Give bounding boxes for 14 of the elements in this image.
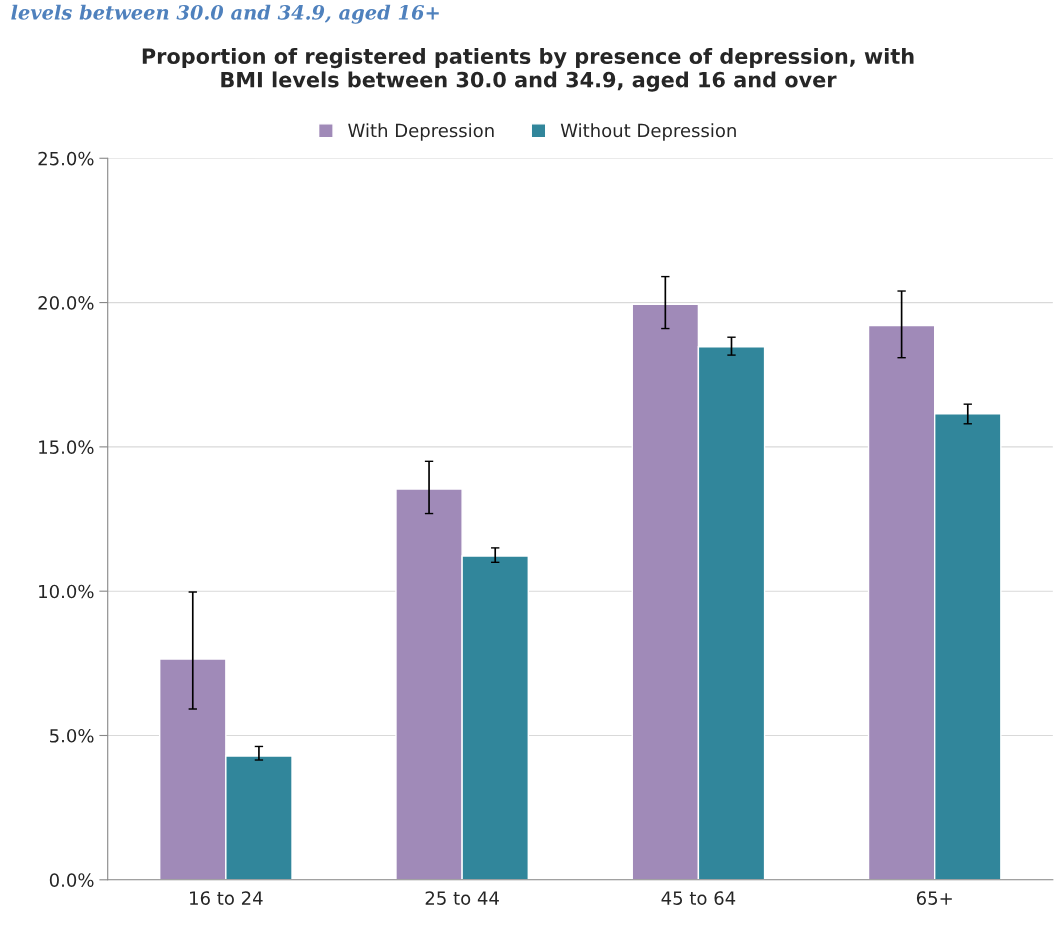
y-tick-label: 10.0% bbox=[39, 584, 94, 599]
y-tick-label: 20.0% bbox=[38, 296, 94, 310]
y-tick-label: 25.0% bbox=[38, 151, 94, 166]
legend-label: Without Depression bbox=[560, 123, 736, 141]
legend-label: With Depression bbox=[348, 123, 494, 141]
y-tick-label: 5.0% bbox=[50, 728, 94, 743]
x-tick-label: 25 to 44 bbox=[425, 891, 499, 905]
y-tick-label: 15.0% bbox=[39, 440, 94, 454]
x-tick-label: 16 to 24 bbox=[190, 891, 263, 905]
x-tick-label: 65+ bbox=[916, 891, 952, 905]
text: levels between 30.0 and 34.9, aged 16+ bbox=[11, 4, 439, 24]
x-tick-label: 45 to 64 bbox=[661, 891, 736, 905]
y-tick-label: 0.0% bbox=[49, 873, 94, 887]
chart-title: Proportion of registered patients by presence of depression, with BMI levels between 30.0 and 34.9, aged 16 and over bbox=[142, 47, 914, 92]
